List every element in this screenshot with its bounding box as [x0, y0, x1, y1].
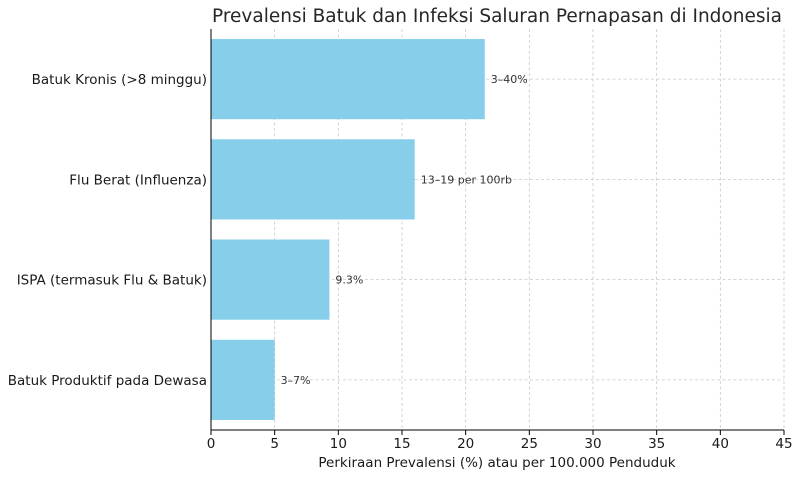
bar-value-label: 3–7% — [281, 374, 311, 387]
bars — [211, 39, 485, 420]
x-tick-label: 20 — [457, 436, 474, 452]
x-axis-title: Perkiraan Prevalensi (%) atau per 100.00… — [318, 455, 675, 471]
x-tick-label: 40 — [712, 436, 729, 452]
bar-value-label: 9.3% — [335, 274, 363, 287]
category-label: Flu Berat (Influenza) — [69, 172, 207, 188]
category-label: ISPA (termasuk Flu & Batuk) — [17, 273, 207, 289]
bar — [211, 239, 330, 320]
x-axis-ticks: 0 5 10 15 20 25 30 35 40 45 — [207, 430, 793, 452]
bar — [211, 339, 275, 420]
bar — [211, 139, 415, 220]
chart-title: Prevalensi Batuk dan Infeksi Saluran Per… — [212, 6, 782, 27]
value-labels: 3–40% 13–19 per 100rb 9.3% 3–7% — [281, 73, 528, 387]
x-tick-label: 45 — [775, 436, 792, 452]
x-tick-label: 25 — [521, 436, 538, 452]
x-tick-label: 0 — [207, 436, 216, 452]
x-tick-label: 5 — [270, 436, 279, 452]
x-tick-label: 15 — [393, 436, 410, 452]
category-label: Batuk Kronis (>8 minggu) — [32, 72, 207, 88]
x-tick-label: 10 — [330, 436, 347, 452]
bar — [211, 39, 485, 120]
x-tick-label: 30 — [584, 436, 601, 452]
x-tick-label: 35 — [648, 436, 665, 452]
bar-value-label: 13–19 per 100rb — [421, 173, 512, 186]
bar-value-label: 3–40% — [491, 73, 528, 86]
category-labels: Batuk Kronis (>8 minggu) Flu Berat (Influ… — [8, 72, 207, 389]
category-label: Batuk Produktif pada Dewasa — [8, 373, 207, 389]
